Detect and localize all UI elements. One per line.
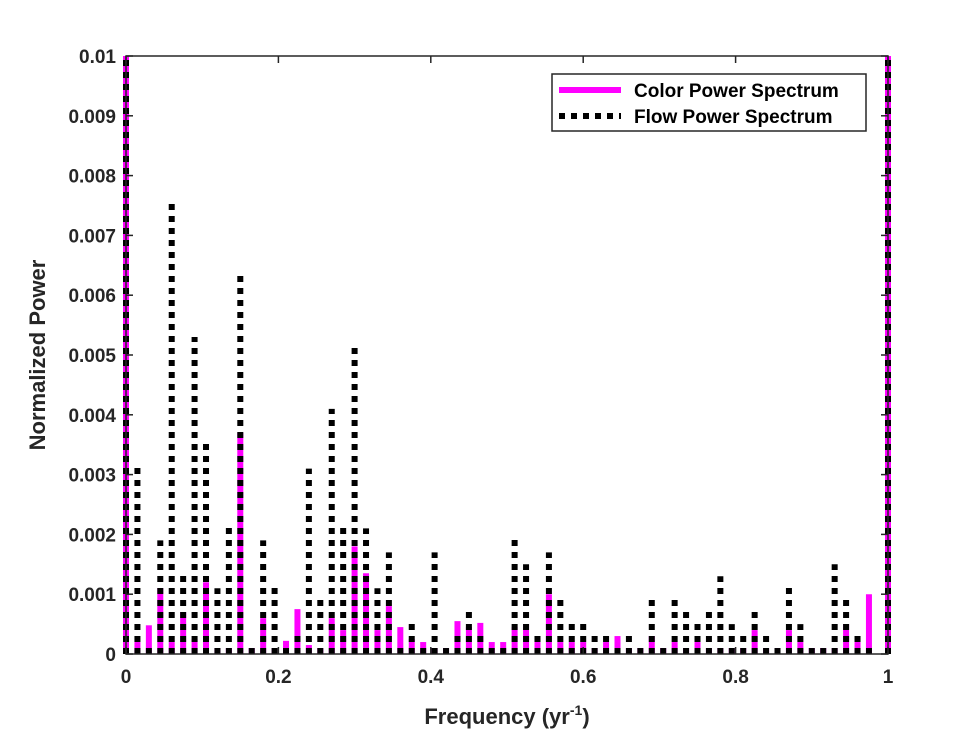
x-tick-label: 0.8 bbox=[722, 667, 748, 688]
y-axis-ticks: 0 0.001 0.002 0.003 0.004 0.005 0.006 0.007 0.00… bbox=[68, 47, 888, 666]
y-tick-label: 0.003 bbox=[68, 466, 116, 487]
y-axis-label: Normalized Power bbox=[25, 259, 50, 450]
x-axis-label: Frequency (yr-1) bbox=[424, 702, 589, 729]
x-tick-label: 0.4 bbox=[418, 667, 445, 688]
legend-flow-label: Flow Power Spectrum bbox=[634, 107, 832, 128]
y-tick-label: 0.01 bbox=[79, 47, 116, 68]
x-tick-label: 0 bbox=[121, 667, 132, 688]
x-tick-label: 0.2 bbox=[265, 667, 291, 688]
x-tick-label: 0.6 bbox=[570, 667, 596, 688]
y-tick-label: 0.004 bbox=[68, 406, 116, 427]
x-axis-label-tail: ) bbox=[582, 704, 589, 729]
y-tick-label: 0.007 bbox=[68, 226, 116, 247]
plot-area bbox=[126, 56, 888, 654]
x-axis-label-superscript: -1 bbox=[570, 702, 583, 718]
y-tick-label: 0.008 bbox=[68, 167, 116, 188]
legend-color-label: Color Power Spectrum bbox=[634, 81, 839, 102]
y-tick-label: 0.001 bbox=[68, 585, 116, 606]
x-axis-ticks: 0 0.2 0.4 0.6 0.8 1 bbox=[121, 56, 894, 688]
legend: Color Power Spectrum Flow Power Spectrum bbox=[551, 73, 867, 132]
y-tick-label: 0 bbox=[105, 645, 116, 666]
y-tick-label: 0.009 bbox=[68, 107, 116, 128]
x-axis-label-main: Frequency (yr bbox=[424, 704, 570, 729]
y-tick-label: 0.002 bbox=[68, 525, 116, 546]
x-tick-label: 1 bbox=[883, 667, 894, 688]
legend-box bbox=[551, 73, 867, 132]
y-tick-label: 0.006 bbox=[68, 286, 116, 307]
y-tick-label: 0.005 bbox=[68, 346, 116, 367]
